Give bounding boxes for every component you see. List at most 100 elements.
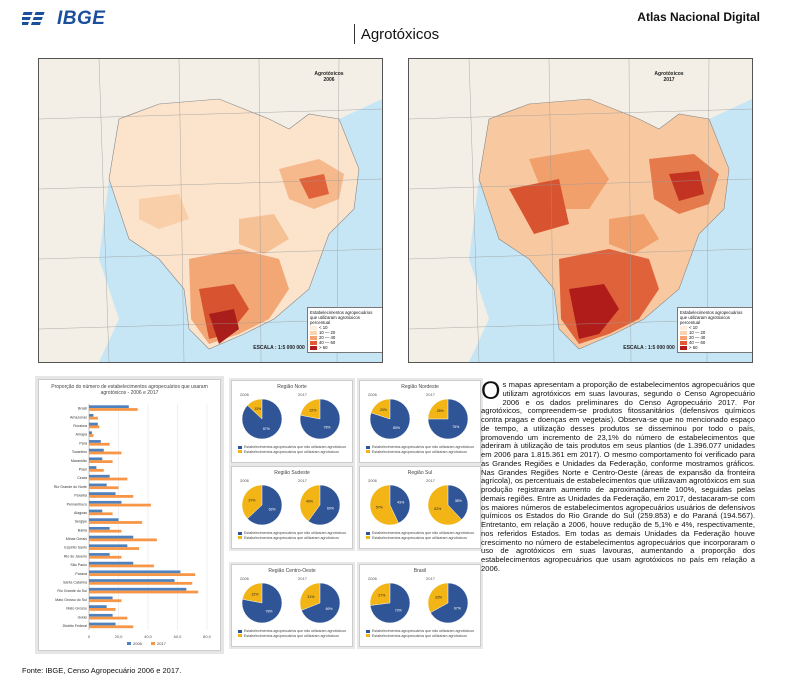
pie-year-label: 2006 [368,392,378,397]
pie-value-label: 25% [437,409,444,413]
category-label: Pará [79,441,87,445]
source-note: Fonte: IBGE, Censo Agropecuário 2006 e 2… [22,666,182,675]
bar-chart-title: Proporção do número de estabelecimentos … [51,384,208,396]
pie-year-label: 2017 [298,576,308,581]
bar-2017 [89,425,100,429]
legend-item: 10 — 20 [310,330,380,335]
page-title: Agrotóxicos [360,26,440,43]
legend-item: 40 — 60 [680,340,750,345]
pie-slice-utilizaram [299,484,321,522]
x-tick-label: 20,0 [115,634,124,639]
legend-item: 10 — 20 [680,330,750,335]
pie-slice-utilizaram [427,484,463,526]
bar-2006 [89,431,92,435]
bar-2006 [89,518,119,522]
bar-2006 [89,587,187,591]
pie-value-label: 63% [269,507,276,511]
pie-legend: Estabelecimentos agropecuários que não u… [238,531,346,540]
bar-2006 [89,440,101,443]
pie-value-label: 22% [309,409,316,413]
bar-2017 [89,564,154,568]
pie-value-label: 80% [393,426,400,430]
legend-label: 2017 [157,641,167,646]
bar-2006 [89,544,128,548]
pie-value-label: 33% [435,595,442,599]
pie-chart: 2006 20% 80% 2017 25% 75% [368,392,469,440]
pie-panel-title: Brasil [413,568,427,574]
pie-legend-item: Estabelecimentos agropecuários que utili… [366,536,474,541]
bar-2006 [89,570,181,574]
bar-2017 [89,408,138,411]
bar-2006 [89,483,107,487]
bar-2017 [89,616,128,620]
bar-2017 [89,451,122,455]
pie-value-label: 20% [380,408,387,412]
pie-legend-item: Estabelecimentos agropecuários que não u… [238,445,346,450]
bar-2017 [89,521,143,524]
legend-item: 40 — 60 [310,340,380,345]
pie-panel: Região Centro-Oeste 2006 22% 78% 2017 31% 69% E… [231,564,353,647]
pie-chart: 2006 57% 43% 2017 62% 38% [368,478,469,526]
map-2017-legend: Estabelecimentos agropecuários que utili… [677,307,752,353]
bar-2017 [89,555,122,559]
legend-label: 2006 [133,641,143,646]
pie-year-label: 2017 [298,478,308,483]
category-label: Rio Grande do Sul [57,589,87,593]
legend-item: 20 — 40 [310,335,380,340]
legend-subtitle: percentual [310,320,331,325]
pie-slice-utilizaram [370,398,391,420]
pie-value-label: 62% [434,507,441,511]
category-label: Roraima [73,424,87,428]
pie-legend: Estabelecimentos agropecuários que não u… [238,629,346,638]
pie-panel-title: Região Sudeste [274,470,310,476]
bar-2017 [89,503,151,507]
category-label: São Paulo [70,563,87,567]
pie-value-label: 40% [306,500,313,504]
pie-value-label: 87% [263,427,270,431]
pie-slice-utilizaram [369,484,399,526]
pie-panel: Região Sudeste 2006 37% 63% 2017 40% 60% Estabe… [231,466,353,549]
legend-item: < 10 [680,325,750,330]
category-label: Amazonas [70,415,87,419]
pie-year-label: 2017 [426,392,436,397]
pie-slice-utilizaram [300,398,321,420]
pie-value-label: 13% [254,407,261,411]
map-2006: Agrotóxicos 2006 Estabelecimentos agropec… [38,58,383,363]
pie-year-label: 2017 [426,478,436,483]
bar-2017 [89,547,140,550]
pie-legend: Estabelecimentos agropecuários que não u… [366,445,474,454]
pie-value-label: 78% [324,425,331,429]
pie-value-label: 27% [378,594,385,598]
pie-panel-title: Região Centro-Oeste [268,568,316,574]
pie-legend-item: Estabelecimentos agropecuários que utili… [238,450,346,455]
pie-chart: 2006 37% 63% 2017 40% 60% [240,478,341,526]
pie-legend-item: Estabelecimentos agropecuários que utili… [238,536,346,541]
pie-value-label: 75% [452,425,459,429]
pie-legend-item: Estabelecimentos agropecuários que não u… [366,531,474,536]
map-2017-title: Agrotóxicos 2017 [654,71,684,83]
category-label: Sergipe [75,520,87,524]
pie-year-label: 2006 [368,478,378,483]
pie-slice-utilizaram [369,582,391,606]
category-label: Brasil [78,407,87,411]
bar-2006 [89,509,103,513]
pie-legend-item: Estabelecimentos agropecuários que utili… [366,634,474,639]
bar-2006 [89,596,113,600]
pie-legend-item: Estabelecimentos agropecuários que utili… [366,450,474,455]
pie-legend-item: Estabelecimentos agropecuários que não u… [366,629,474,634]
bar-2017 [89,468,104,472]
pie-slice-utilizaram [299,582,321,611]
pie-slice-utilizaram [242,582,263,604]
category-label: Amapá [76,433,87,437]
bar-2006 [89,474,110,478]
category-label: Paraíba [74,494,87,498]
category-label: Rio Grande do Norte [54,485,87,489]
map-2006-graphic [39,59,382,362]
pie-legend-item: Estabelecimentos agropecuários que não u… [238,629,346,634]
pie-year-label: 2006 [240,478,250,483]
bar-2017 [89,538,157,542]
bar-2017 [89,495,134,498]
map-2006-title: Agrotóxicos 2006 [314,71,344,83]
pie-value-label: 67% [454,607,461,611]
pie-panel: Região Sul 2006 57% 43% 2017 62% 38% Estabeleci… [359,466,481,549]
